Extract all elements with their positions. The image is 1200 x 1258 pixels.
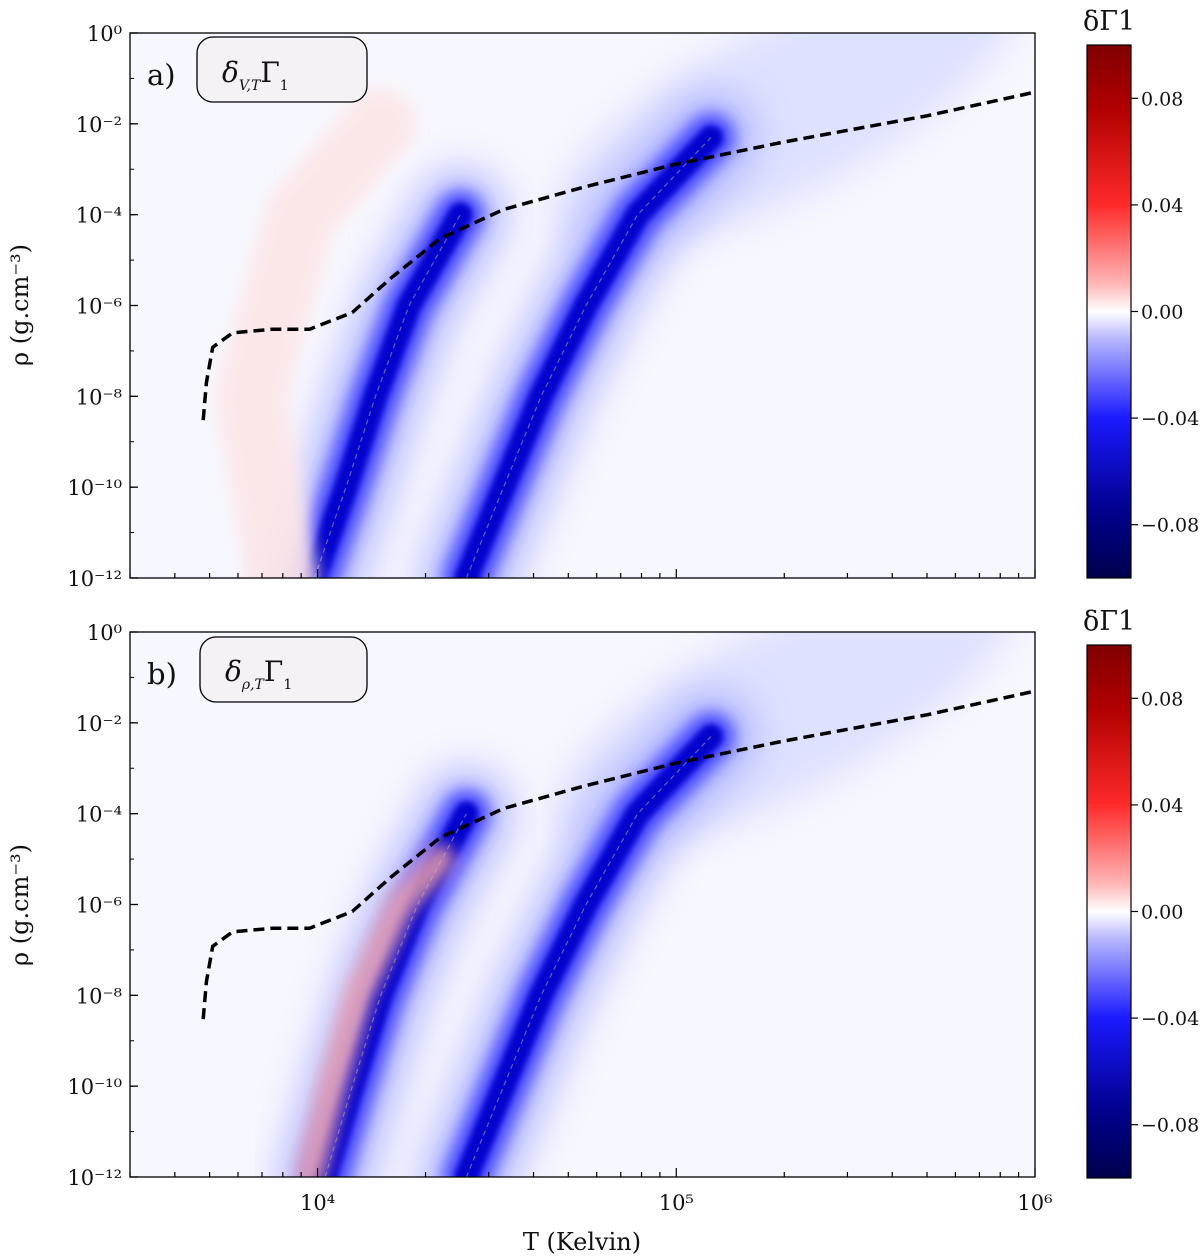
panel-a-cbar-label-1: 0.04 [1141,195,1183,217]
panel-a-band-hydrogen [266,167,508,578]
panel-b-xlabel: T (Kelvin) [523,1228,641,1256]
panel-b-title: δρ,TΓ1 [225,655,292,693]
panel-b-ytick-label-5: 10⁻¹⁰ [67,1075,122,1099]
panel-b-ytick-label-4: 10⁻⁸ [76,984,122,1008]
panel-b-xtick-label-1: 10⁵ [659,1191,694,1215]
panel-b-band-helium [418,689,759,1177]
panel-a-band-positive [215,88,416,578]
panel-b-dashed-profile [201,689,1035,1020]
panel-b-ytick-label-2: 10⁻⁴ [76,803,122,827]
panel-a-letter: a) [147,58,176,92]
panel-a-title-base: δ [222,56,239,89]
panel-b-band-hydrogen-contour [324,813,467,1177]
panel-a-band-helium-contour [465,137,712,578]
panel-b-title-main-sub: 1 [283,677,292,693]
panel-b-xtick-label-0: 10⁴ [300,1191,335,1215]
panel-a-ytick-label-3: 10⁻⁶ [76,295,122,319]
panel-a-title: δV,TΓ1 [222,56,289,94]
panel-a-ytick-label-2: 10⁻⁴ [76,204,122,228]
panel-a-colorbar-title: δΓ1 [1083,6,1135,37]
panel-b-colorbar-title: δΓ1 [1083,606,1135,637]
panel-b-ytick-label-3: 10⁻⁶ [76,894,122,918]
panel-a-ytick-label-6: 10⁻¹² [67,567,122,591]
panel-a-heatmap [130,33,1035,578]
panel-a-title-box [196,36,368,103]
panel-b-cbar-label-1: 0.04 [1141,795,1183,817]
panel-a-title-sub: V,T [239,78,262,94]
panel-b: 10⁰ 10⁻² 10⁻⁴ 10⁻⁶ 10⁻⁸ 10⁻¹⁰ 10⁻¹² 10⁴ 10⁵ 10⁶ b… [6,606,1199,1256]
panel-b-cbar-label-2: 0.00 [1141,902,1183,924]
panel-a-dashed-profile [201,90,1035,421]
panel-b-band-positive-glow [294,844,456,1177]
panel-a-ytick-label-0: 10⁰ [87,22,122,46]
panel-b-title-box [199,636,368,703]
panel-a-ytick-label-4: 10⁻⁸ [76,385,122,409]
panel-b-cbar-label-3: −0.04 [1141,1008,1199,1030]
panel-b-colorbar [1086,644,1132,1179]
panel-a-band-hydrogen-contour [313,214,461,578]
panel-a-ytick-label-1: 10⁻² [76,113,122,137]
panel-b-cbar-label-4: −0.08 [1141,1115,1199,1137]
panel-a-cbar-label-3: −0.04 [1141,408,1199,430]
panel-b-ytick-label-0: 10⁰ [87,621,122,645]
panel-b-ytick-label-1: 10⁻² [76,712,122,736]
panel-b-title-main: Γ [264,655,283,688]
panel-b-ylabel: ρ (g.cm⁻³) [6,844,34,966]
panel-a-colorbar [1086,44,1132,579]
panel-b-ytick-label-6: 10⁻¹² [67,1166,122,1190]
panel-b-band-helium-contour [465,736,712,1177]
panel-b-title-sub: ρ,T [241,677,266,693]
panel-b-letter: b) [147,657,177,691]
panel-b-band-positive [294,844,456,1177]
panel-a-band-positive-glow [215,88,416,578]
panel-b-cbar-label-0: 0.08 [1141,688,1183,710]
panel-b-title-base: δ [225,655,242,688]
panel-a-cbar-label-2: 0.00 [1141,302,1183,324]
panel-a-cbar-label-4: −0.08 [1141,515,1199,537]
panel-a-ytick-label-5: 10⁻¹⁰ [67,476,122,500]
panel-b-heatmap [130,632,1035,1177]
panel-a-cbar-label-0: 0.08 [1141,88,1183,110]
panel-a-title-main: Γ [260,56,279,89]
panel-a-title-main-sub: 1 [280,78,289,94]
panel-b-xtick-label-2: 10⁶ [1017,1191,1052,1215]
panel-a-band-helium [418,90,759,578]
panel-a-ylabel: ρ (g.cm⁻³) [6,244,34,366]
